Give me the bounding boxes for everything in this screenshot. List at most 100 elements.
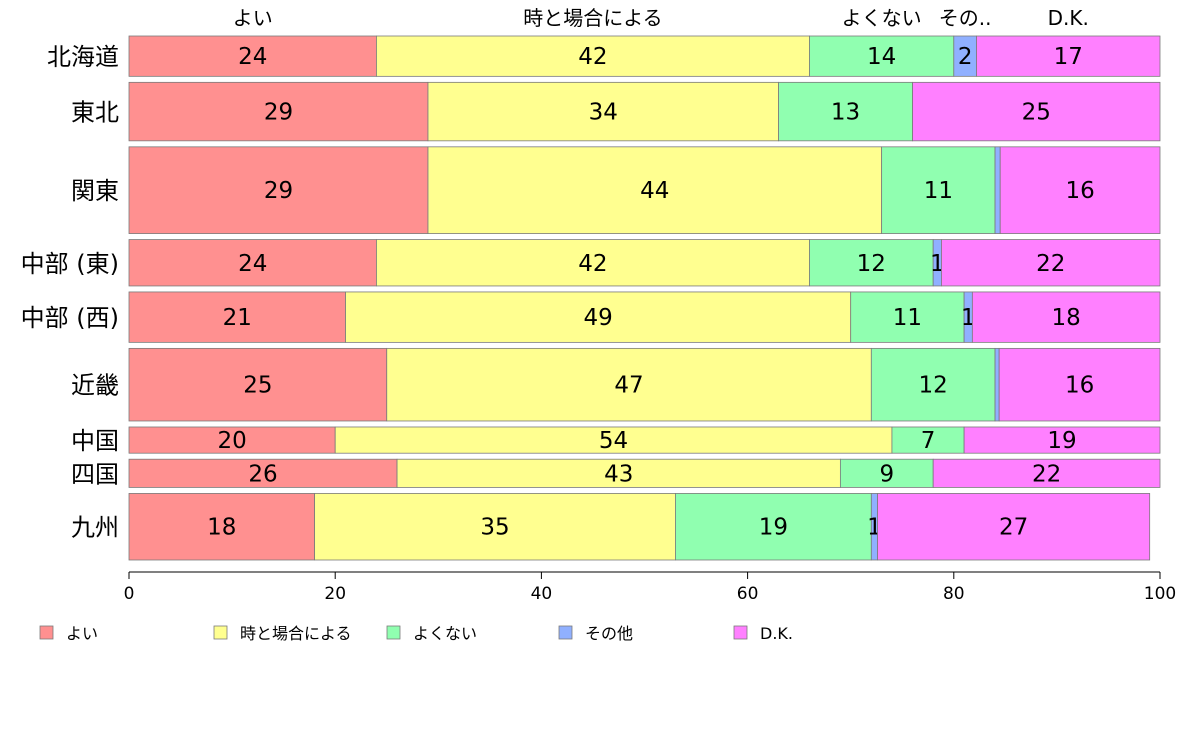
- data-label: 17: [1054, 44, 1083, 70]
- data-label: 9: [879, 461, 894, 487]
- legend-label: よくない: [413, 624, 477, 643]
- data-label: 20: [217, 428, 246, 454]
- category-label: 四国: [71, 460, 119, 488]
- category-label: 中部 (東): [21, 250, 119, 278]
- data-label: 1: [961, 305, 976, 331]
- bar-segment: [809, 239, 934, 287]
- category-label: 九州: [71, 514, 119, 542]
- data-label: 13: [831, 100, 860, 126]
- data-label: 22: [1032, 461, 1061, 487]
- x-tick-label: 20: [324, 584, 346, 604]
- bar-segment: [932, 458, 1161, 488]
- data-label: 42: [578, 44, 607, 70]
- bar-segment: [128, 493, 315, 561]
- top-category-label: よい: [233, 6, 273, 30]
- x-tick-label: 40: [531, 584, 553, 604]
- x-axis: 0 20 40 60 80 100: [124, 571, 1176, 604]
- bar-segment: [376, 35, 810, 77]
- bar-segment: [128, 426, 336, 454]
- legend: よい 時と場合による よくない その他 D.K.: [39, 624, 793, 643]
- legend-swatch: [558, 625, 573, 640]
- bar-segment: [999, 146, 1161, 234]
- x-tick-label: 60: [737, 584, 759, 604]
- bar-segment: [971, 291, 1161, 343]
- data-label: 42: [578, 251, 607, 277]
- bar-segment: [941, 239, 1161, 287]
- x-tick-label: 0: [124, 584, 135, 604]
- bar-segment: [427, 81, 779, 142]
- data-label: 2: [958, 44, 973, 70]
- legend-swatch: [39, 625, 54, 640]
- x-tick-label: 80: [943, 584, 965, 604]
- category-label: 東北: [71, 99, 119, 127]
- data-label: 44: [640, 178, 669, 204]
- bar-segment: [963, 426, 1161, 454]
- legend-label: 時と場合による: [240, 624, 352, 643]
- data-label: 25: [1022, 100, 1051, 126]
- data-label: 19: [1047, 428, 1076, 454]
- bar-segment: [912, 81, 1161, 142]
- category-label: 関東: [71, 177, 119, 205]
- legend-label: よい: [66, 624, 98, 643]
- data-label: 47: [614, 373, 643, 399]
- data-label: 18: [207, 515, 236, 541]
- category-label: 北海道: [47, 43, 119, 71]
- bar-segment: [386, 347, 872, 422]
- top-category-label: その..: [939, 6, 992, 30]
- data-label: 19: [759, 515, 788, 541]
- data-label: 1: [930, 251, 945, 277]
- bar-segment: [314, 493, 676, 561]
- bar-segment: [891, 426, 965, 454]
- top-category-label: 時と場合による: [523, 6, 662, 30]
- bar-segment: [427, 146, 883, 234]
- bar-segment: [998, 347, 1161, 422]
- data-label: 22: [1036, 251, 1065, 277]
- bar-segment: [376, 239, 810, 287]
- bar-segment: [839, 458, 934, 488]
- data-label: 24: [238, 44, 267, 70]
- bar-segment: [128, 239, 377, 287]
- category-label: 近畿: [71, 372, 119, 400]
- data-label: 43: [604, 461, 633, 487]
- bar-segment: [870, 347, 996, 422]
- bar-segment: [809, 35, 955, 77]
- category-label: 中部 (西): [21, 304, 119, 332]
- data-label: 11: [924, 178, 953, 204]
- bar-segment: [396, 458, 841, 488]
- data-label: 12: [857, 251, 886, 277]
- bar-segment: [881, 146, 996, 234]
- data-label: 7: [921, 428, 936, 454]
- data-label: 35: [480, 515, 509, 541]
- data-label: 16: [1065, 373, 1094, 399]
- legend-label: その他: [585, 624, 633, 643]
- bar-segment: [994, 146, 1001, 234]
- bar-segment: [128, 146, 429, 234]
- data-label: 14: [867, 44, 896, 70]
- data-label: 27: [999, 515, 1028, 541]
- x-tick-label: 100: [1144, 584, 1176, 604]
- legend-swatch: [386, 625, 401, 640]
- data-label: 54: [599, 428, 628, 454]
- data-label: 18: [1052, 305, 1081, 331]
- bar-segment: [128, 291, 346, 343]
- data-label: 34: [589, 100, 618, 126]
- category-label: 中国: [71, 427, 119, 455]
- data-label: 49: [583, 305, 612, 331]
- legend-label: D.K.: [760, 624, 793, 643]
- bar-segment: [877, 493, 1151, 561]
- data-label: 11: [893, 305, 922, 331]
- bar-segment: [850, 291, 965, 343]
- bar-segment: [334, 426, 893, 454]
- bar-segment: [128, 35, 377, 77]
- data-label: 26: [248, 461, 277, 487]
- data-label: 29: [264, 178, 293, 204]
- data-label: 16: [1065, 178, 1094, 204]
- data-label: 21: [223, 305, 252, 331]
- bar-segment: [128, 458, 398, 488]
- bar-segment: [994, 347, 1000, 422]
- legend-swatch: [733, 625, 748, 640]
